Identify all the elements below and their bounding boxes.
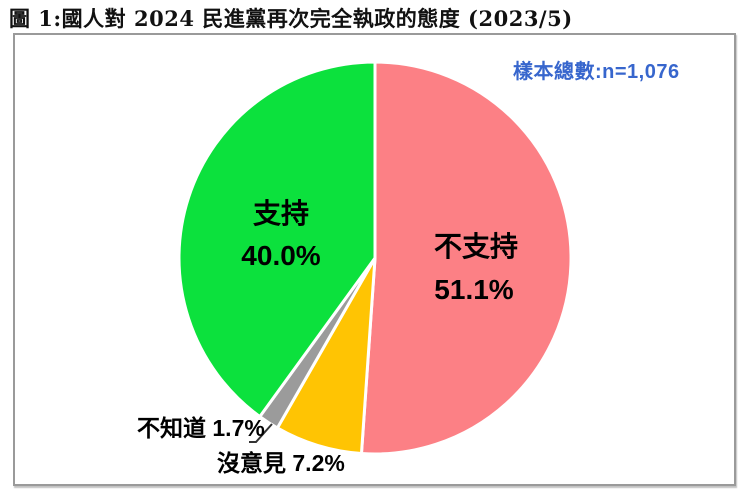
callout-no-opinion-label: 沒意見 bbox=[217, 450, 286, 476]
callout-dont-know-value: 1.7% bbox=[212, 415, 265, 441]
pie-slices bbox=[177, 60, 573, 456]
pie-slice-0 bbox=[359, 60, 573, 456]
sample-size-note: 樣本總數:n=1,076 bbox=[513, 61, 680, 83]
callout-dont-know-label: 不知道 bbox=[137, 415, 206, 441]
callout-no-opinion: 沒意見 7.2% bbox=[217, 450, 345, 476]
slice-label-support: 支持 bbox=[252, 198, 310, 229]
slice-value-support: 40.0% bbox=[241, 240, 321, 271]
callout-dont-know: 不知道 1.7% bbox=[137, 415, 265, 441]
leader-line bbox=[249, 423, 273, 443]
pie-slice-3 bbox=[177, 60, 377, 419]
slice-label-oppose: 不支持 bbox=[433, 231, 519, 262]
slice-value-oppose: 51.1% bbox=[434, 274, 514, 305]
callout-no-opinion-value: 7.2% bbox=[292, 450, 345, 476]
figure-title: 圖 1:國人對 2024 民進黨再次完全執政的態度 (2023/5) bbox=[9, 6, 573, 31]
